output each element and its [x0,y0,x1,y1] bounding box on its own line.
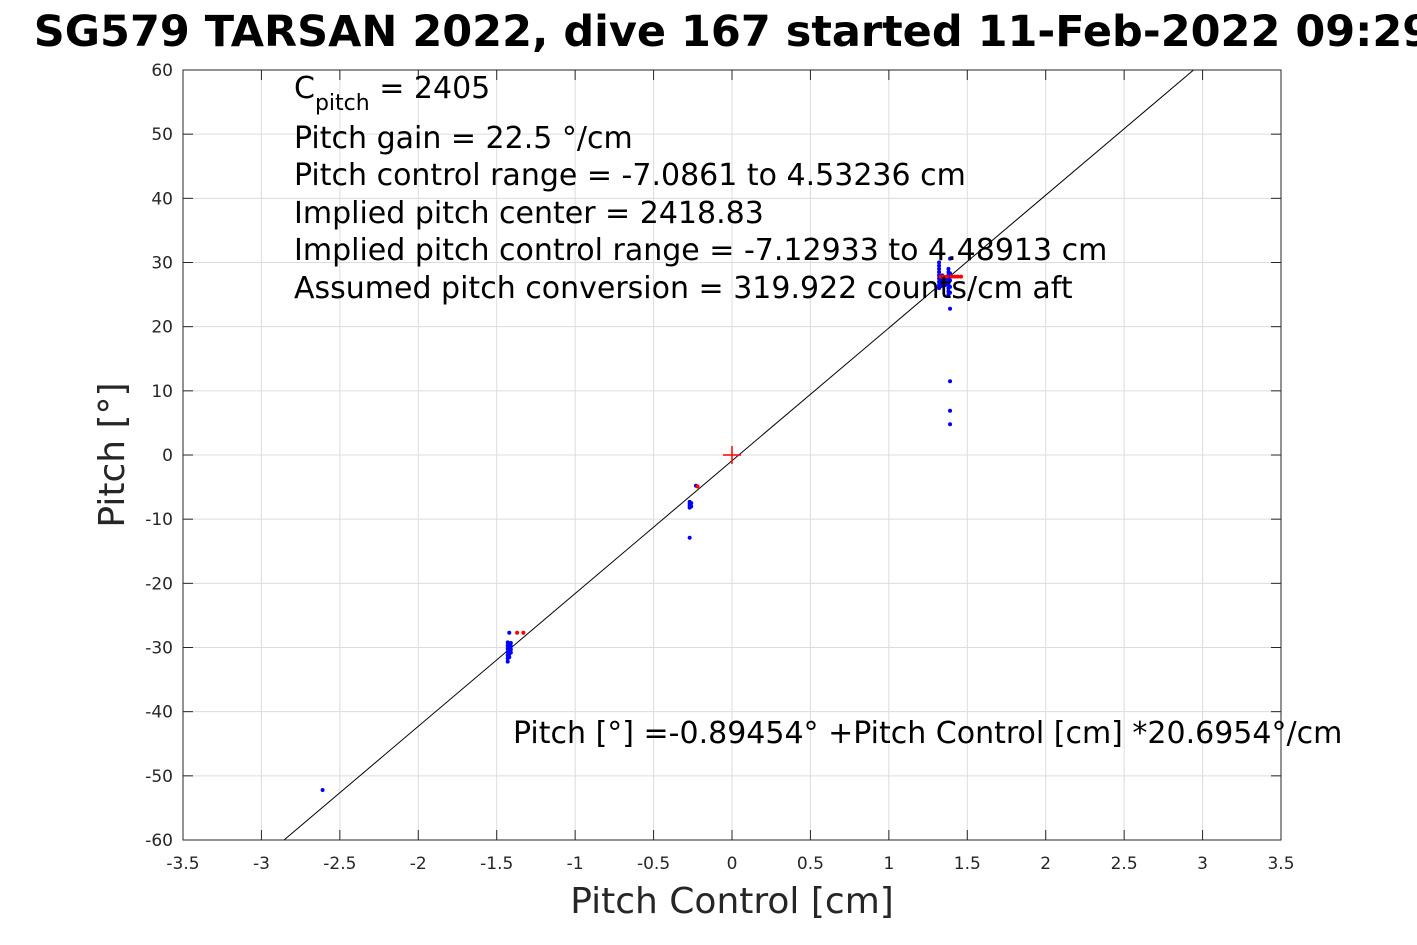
data-point [948,422,953,427]
x-tick-label: 2.5 [1111,854,1138,874]
data-point [515,630,520,635]
data-point [508,650,513,655]
y-tick-label: -30 [145,639,173,659]
c-pitch-subscript: pitch [315,91,370,116]
data-point [941,274,946,279]
x-tick-label: 3 [1197,854,1208,874]
y-tick-label: 40 [151,189,173,209]
center-marker-layer [723,446,741,464]
implied-pitch-control-range-annotation: Implied pitch control range = -7.12933 t… [294,233,1107,268]
x-tick-label: -2.5 [323,854,356,874]
x-tick-label: -0.5 [637,854,670,874]
y-tick-label: -40 [145,703,173,723]
annotation-block: Cpitch = 2405 Pitch gain = 22.5 °/cm Pit… [294,71,1107,306]
y-tick-label: -20 [145,574,173,594]
data-point [948,379,953,384]
y-tick-label: 0 [162,446,173,466]
x-tick-label: -2 [410,854,427,874]
data-point [320,787,325,792]
x-tick-label: 1 [883,854,894,874]
plot-area [182,69,1282,841]
assumed-pitch-conversion-annotation: Assumed pitch conversion = 319.922 count… [294,271,1073,306]
data-point [687,535,692,540]
data-point [507,655,512,660]
c-pitch-symbol: C [294,71,315,106]
pitch-control-range-annotation: Pitch control range = -7.0861 to 4.53236… [294,158,966,193]
chart-title: SG579 TARSAN 2022, dive 167 started 11-F… [34,7,1417,57]
fit-equation-annotation: Pitch [°] =-0.89454° +Pitch Control [cm]… [513,716,1342,751]
pitch-gain-annotation: Pitch gain = 22.5 °/cm [294,121,633,156]
c-pitch-value: = 2405 [370,71,491,106]
x-tick-label: 3.5 [1267,854,1294,874]
y-tick-label: -60 [145,831,173,851]
y-tick-label: 60 [151,61,173,81]
data-point [948,256,953,261]
data-point [948,290,953,295]
data-point [952,274,957,279]
data-point [948,284,953,289]
data-point [943,279,948,284]
data-point [948,306,953,311]
axes-frame [182,69,1282,841]
x-tick-label: -3 [253,854,270,874]
data-point [955,274,960,279]
data-point [937,266,942,271]
y-tick-label: -10 [145,510,173,530]
x-tick-label: 1.5 [954,854,981,874]
implied-pitch-center-annotation: Implied pitch center = 2418.83 [294,196,764,231]
y-tick-labels: -60 -50 -40 -30 -20 -10 0 10 20 30 40 50 60 [145,61,173,851]
x-tick-label: -1 [567,854,584,874]
x-axis-label: Pitch Control [cm] [570,881,894,922]
data-point [508,644,513,649]
data-point [949,274,954,279]
data-point [505,659,510,664]
data-point [959,274,964,279]
c-pitch-annotation: Cpitch = 2405 [294,71,490,116]
data-point [508,641,513,646]
data-point [937,260,942,265]
x-tick-label: -1.5 [480,854,513,874]
data-point [946,266,951,271]
axis-ticks [182,69,1282,841]
y-tick-label: 20 [151,318,173,338]
data-point [943,282,948,287]
data-point [944,274,949,279]
data-point [521,630,526,635]
data-point [689,501,694,506]
y-tick-label: -50 [145,767,173,787]
y-axis-label: Pitch [°] [92,382,133,527]
data-point [695,484,700,489]
x-tick-label: 2 [1040,854,1051,874]
y-tick-label: 30 [151,254,173,274]
data-point [508,647,513,652]
data-point [689,504,694,509]
x-tick-label: 0.5 [797,854,824,874]
data-point [948,408,953,413]
y-tick-label: 10 [151,382,173,402]
data-point [938,274,943,279]
y-tick-label: 50 [151,125,173,145]
data-point [948,278,953,283]
x-tick-labels: -3.5 -3 -2.5 -2 -1.5 -1 -0.5 0 0.5 1 1.5 2 2.5 3 3.5 [166,854,1294,874]
x-tick-label: 0 [727,854,738,874]
data-point [948,271,953,276]
data-point [937,263,942,268]
data-points [320,256,964,792]
data-point [937,270,942,275]
x-tick-label: -3.5 [166,854,199,874]
data-point [507,630,512,635]
